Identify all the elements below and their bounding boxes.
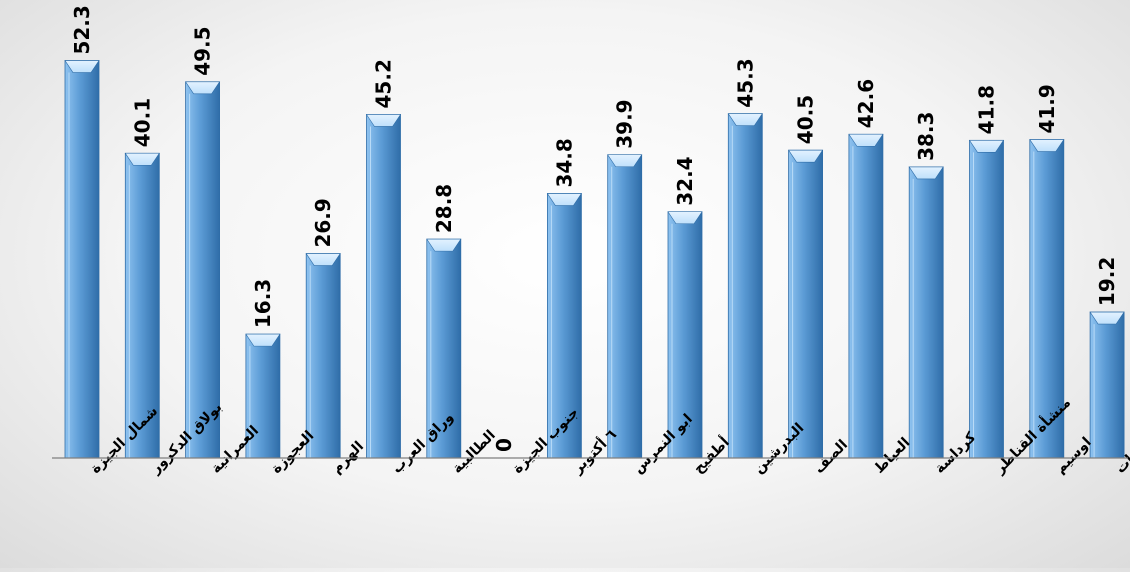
bar	[64, 60, 100, 459]
bar	[968, 139, 1005, 459]
value-label: 26.9	[311, 198, 335, 247]
value-label: 0	[492, 438, 516, 452]
bar	[1029, 139, 1065, 459]
bar	[185, 81, 221, 459]
value-label: 40.5	[794, 95, 818, 144]
value-label: 38.3	[914, 112, 938, 161]
bar	[908, 166, 944, 459]
value-label: 52.3	[70, 5, 94, 54]
bar	[848, 133, 884, 459]
value-label: 40.1	[130, 98, 154, 147]
value-label: 19.2	[1095, 257, 1119, 306]
value-label: 28.8	[432, 184, 456, 233]
bar	[245, 333, 281, 459]
value-label: 39.9	[613, 99, 637, 148]
bar	[788, 149, 824, 459]
bar	[365, 114, 402, 459]
bar	[426, 238, 462, 459]
value-label: 42.6	[854, 79, 878, 128]
bar	[305, 253, 341, 459]
value-label: 34.8	[552, 138, 576, 187]
value-label: 16.3	[251, 279, 275, 328]
bar	[546, 193, 582, 459]
value-label: 45.3	[733, 58, 757, 107]
bar	[1089, 311, 1125, 459]
value-label: 45.2	[372, 59, 396, 108]
bar	[667, 211, 703, 459]
value-label: 41.8	[975, 85, 999, 134]
bar	[124, 152, 160, 459]
value-label: 41.9	[1035, 84, 1059, 133]
value-label: 49.5	[191, 26, 215, 75]
bar	[607, 154, 643, 459]
value-label: 32.4	[673, 156, 697, 205]
bar	[727, 113, 763, 459]
